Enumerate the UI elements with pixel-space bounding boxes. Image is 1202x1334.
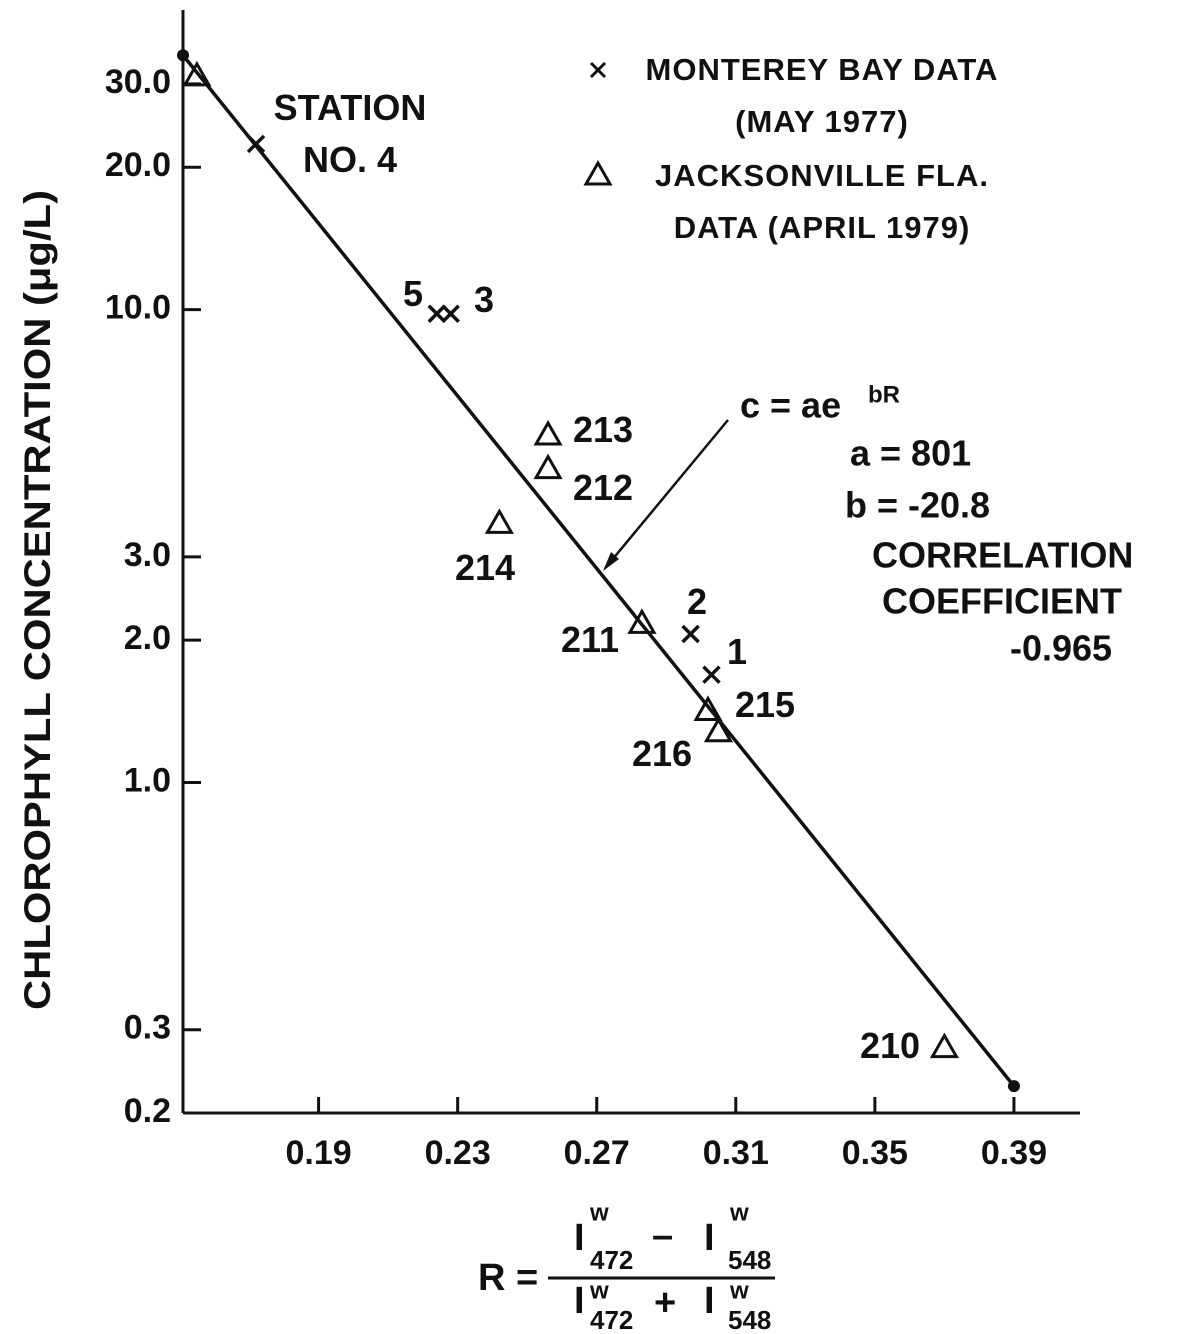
x-label-op: – — [652, 1215, 673, 1257]
point-x — [681, 624, 700, 644]
point-label: 211 — [560, 619, 620, 660]
y-tick-label: 1.0 — [124, 761, 171, 799]
x-label-lhs: R = — [478, 1257, 538, 1299]
x-label-sub: 548 — [728, 1305, 771, 1334]
x-label-sup: w — [589, 1277, 609, 1304]
y-tick-label: 0.2 — [124, 1092, 171, 1130]
x-tick-label: 0.27 — [564, 1134, 630, 1172]
y-tick-label: 30.0 — [105, 63, 171, 101]
x-tick-label: 0.31 — [703, 1134, 769, 1172]
point-x — [702, 665, 721, 684]
legend-marker — [589, 61, 607, 79]
legend-entry: JACKSONVILLE FLA. DATA (APRIL 1979) — [655, 158, 989, 245]
annotation-arrow — [606, 419, 729, 567]
point-label: 2 — [686, 581, 708, 622]
x-label-symbol: I — [574, 1280, 585, 1322]
point-label: 216 — [631, 733, 693, 774]
point-triangle — [484, 508, 514, 534]
point-triangle — [929, 1032, 959, 1059]
point-label: 212 — [572, 467, 634, 508]
annotation: -0.965 — [1010, 628, 1112, 669]
point-triangle — [533, 453, 563, 480]
x-label-symbol: I — [704, 1280, 715, 1322]
legend-entry: MONTEREY BAY DATA (MAY 1977) — [645, 52, 999, 139]
point-triangle — [627, 608, 657, 634]
x-tick-label: 0.39 — [981, 1134, 1047, 1172]
fit-endpoint — [177, 49, 189, 62]
point-label: 210 — [859, 1025, 921, 1066]
point-x — [441, 304, 460, 323]
x-tick-label: 0.19 — [285, 1134, 351, 1172]
fit-endpoint — [1007, 1080, 1020, 1093]
annotation: COEFFICIENT — [882, 581, 1122, 622]
x-label-sup: w — [729, 1199, 749, 1226]
x-tick-label: 0.23 — [425, 1134, 491, 1172]
point-label: 3 — [473, 279, 495, 320]
x-label-sup: w — [589, 1199, 609, 1226]
x-label-symbol: I — [704, 1217, 715, 1259]
point-label: 215 — [734, 684, 796, 725]
point-label: 213 — [572, 409, 634, 450]
annotation-arrowhead — [603, 552, 619, 571]
x-label-op: + — [654, 1282, 676, 1324]
y-tick-label: 0.3 — [124, 1009, 171, 1047]
x-tick-label: 0.35 — [842, 1134, 908, 1172]
y-tick-label: 10.0 — [105, 289, 171, 327]
y-tick-label: 3.0 — [124, 536, 171, 574]
point-x — [246, 134, 266, 154]
point-label: 214 — [454, 547, 516, 588]
annotation: b = -20.8 — [845, 485, 990, 526]
equation: c = ae — [740, 385, 841, 426]
annotation: CORRELATION — [872, 535, 1133, 576]
point-label: 5 — [402, 273, 424, 314]
y-axis-title: CHLOROPHYLL CONCENTRATION (μg/L) — [17, 190, 58, 1010]
point-triangle — [182, 60, 212, 87]
annotation: a = 801 — [850, 433, 971, 474]
fit-line — [181, 54, 1016, 1088]
equation-exponent: bR — [868, 381, 900, 408]
x-label-sub: 472 — [590, 1245, 633, 1275]
y-tick-label: 2.0 — [124, 619, 171, 657]
point-label: STATION NO. 4 — [273, 87, 427, 180]
x-label-sub: 548 — [728, 1245, 771, 1275]
x-label-symbol: I — [574, 1217, 585, 1259]
point-triangle — [703, 716, 734, 743]
legend-marker — [583, 159, 613, 186]
point-triangle — [533, 419, 563, 446]
y-tick-label: 20.0 — [105, 146, 171, 184]
point-triangle — [693, 695, 723, 721]
point-x — [427, 304, 447, 323]
x-label-sup: w — [729, 1277, 749, 1304]
point-label: 1 — [726, 631, 748, 672]
x-label-sub: 472 — [590, 1305, 633, 1334]
